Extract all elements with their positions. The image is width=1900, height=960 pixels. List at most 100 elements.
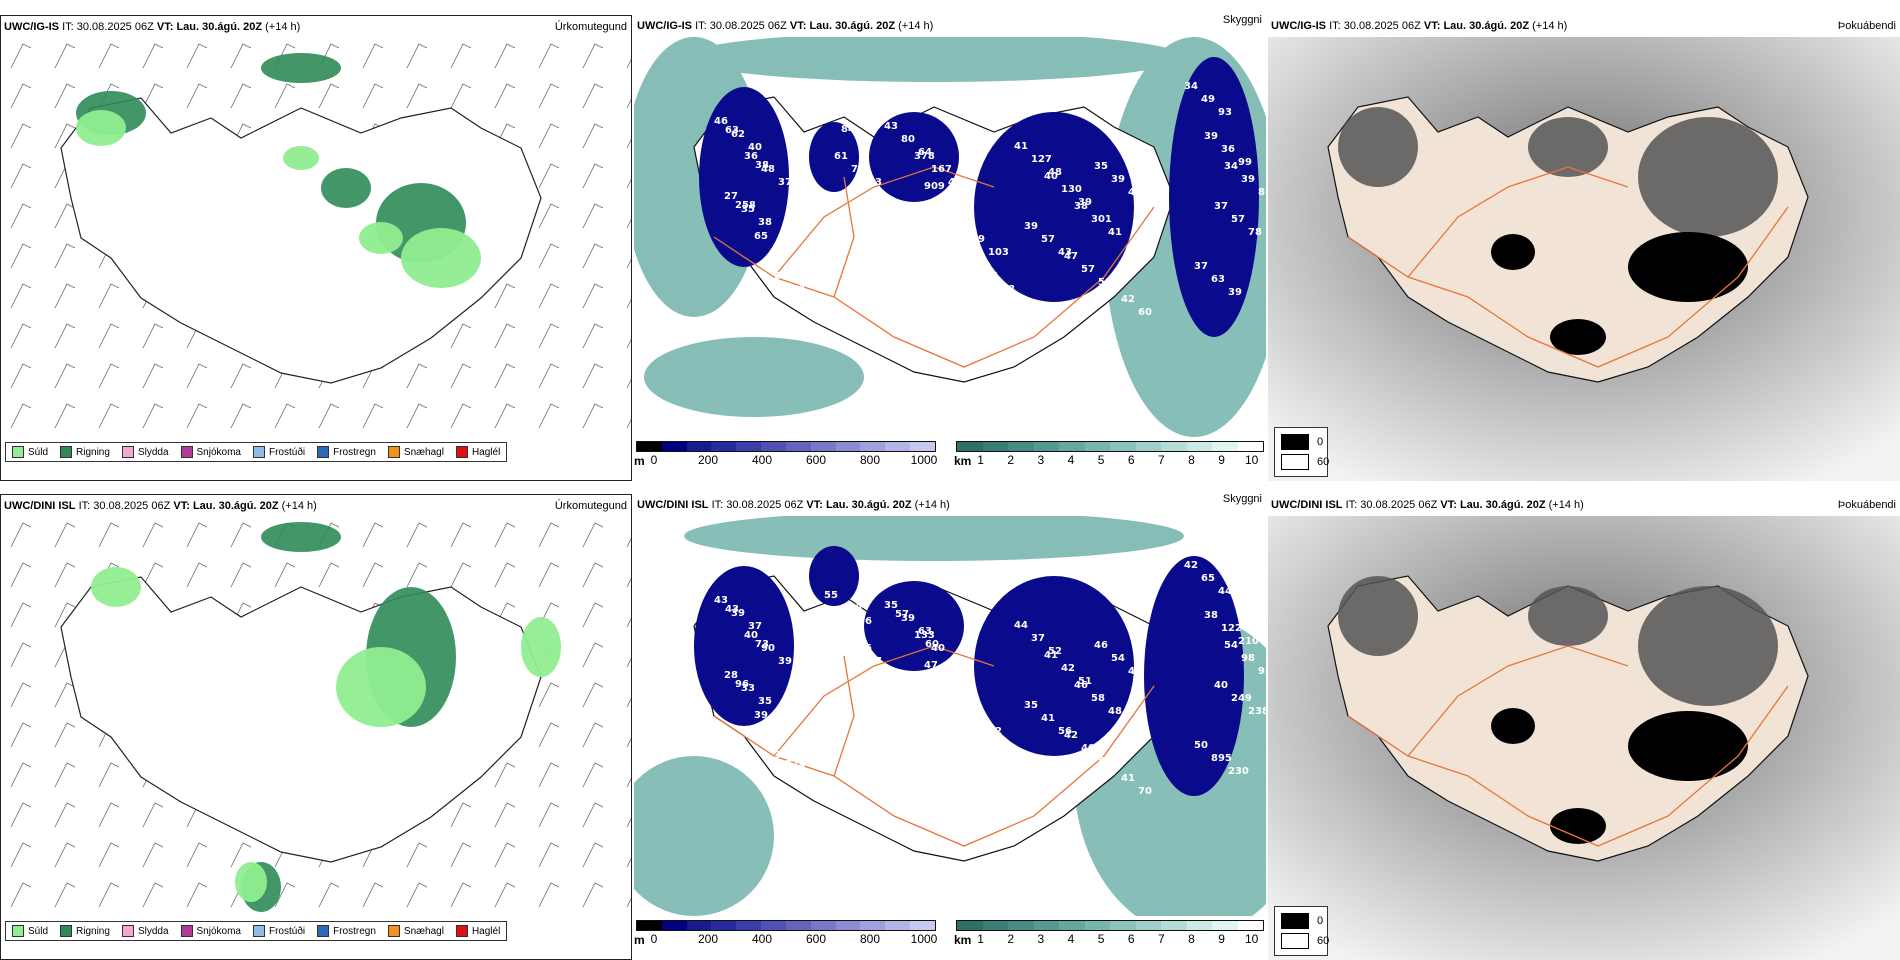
visibility-value-label: 130: [1061, 184, 1082, 195]
it-label: IT:: [62, 21, 74, 33]
colorbar-step: [1135, 921, 1161, 930]
colorbar-step: [1161, 921, 1187, 930]
colorbar-tick-label: 0: [650, 453, 658, 467]
colorbar-tick-label: 6: [1127, 932, 1135, 946]
visibility-value-label: 37: [748, 621, 762, 632]
visibility-value-label: 35: [1024, 700, 1038, 711]
visibility-value-label: 99: [1238, 157, 1252, 168]
colorbar-step: [711, 442, 737, 451]
visibility-value-label: 39: [1078, 197, 1092, 208]
fog-index-legend: 0 60: [1274, 427, 1329, 477]
visibility-value-label: 36: [1221, 144, 1235, 155]
panel-header: UWC/IG-IS IT: 30.08.2025 06Z VT: Lau. 30…: [634, 15, 1266, 37]
visibility-value-label: 62: [731, 129, 745, 140]
visibility-value-label: 33: [741, 683, 755, 694]
visibility-value-label: 44: [948, 177, 962, 188]
legend-label: Súld: [28, 925, 49, 937]
visibility-value-label: 64: [918, 147, 932, 158]
colorbar-tick-label: 400: [751, 453, 773, 467]
visibility-value-label: 40: [748, 142, 762, 153]
swatch-rigning: [60, 446, 73, 458]
visibility-value-label: 57: [1041, 234, 1055, 245]
visibility-value-label: 45: [788, 736, 802, 747]
swatch-white: [1281, 454, 1309, 470]
precip-legend-bar: Súld Rigning Slydda Snjókoma Frostúði Fr…: [1, 436, 631, 480]
colorbar-tick-label: 200: [697, 453, 719, 467]
lead-time: (+14 h): [281, 500, 317, 512]
visibility-value-label: 60: [1138, 307, 1152, 318]
colorbar-step: [810, 442, 836, 451]
legend-item: Snjókoma: [180, 925, 241, 937]
visibility-value-label: 52: [1048, 646, 1062, 657]
colorbar-meters-unit: m: [634, 454, 645, 468]
colorbar-tick-label: 5: [1097, 453, 1105, 467]
colorbar-step: [686, 921, 712, 930]
colorbar-tick-label: 1000: [910, 453, 938, 467]
legend-row: 60: [1281, 454, 1329, 470]
visibility-value-label: 97: [971, 713, 985, 724]
visibility-value-label: 44: [958, 686, 972, 697]
colorbar-step: [1059, 442, 1085, 451]
visibility-value-label: 41: [1041, 713, 1055, 724]
legend-row: 0: [1281, 913, 1323, 929]
map-visibility[interactable]: 43 40 28 39 39 35 133 47 44 41 46 35 42 46 42 38 40 50 54 5…: [634, 516, 1266, 916]
visibility-value-label: 43: [725, 604, 739, 615]
precip-type-panel-bottom: UWC/DINI ISL IT: 30.08.2025 06Z VT: Lau.…: [0, 494, 632, 960]
visibility-value-label: 57: [1231, 214, 1245, 225]
visibility-value-label: 38: [1204, 610, 1218, 621]
lead-time: (+14 h): [898, 20, 934, 32]
visibility-value-label: 70: [1138, 786, 1152, 797]
lead-time: (+14 h): [914, 499, 950, 511]
visibility-value-label: 65: [1201, 573, 1215, 584]
legend-label: Snæhagl: [403, 925, 444, 937]
vt-value: Lau. 30.ágú. 20Z: [825, 499, 912, 511]
swatch-snaehagl: [387, 446, 400, 458]
swatch-sud: [12, 446, 24, 458]
colorbar-tick-label: 1: [977, 453, 984, 467]
visibility-value-label: 46: [1094, 640, 1108, 651]
map-precip-type[interactable]: [1, 517, 631, 917]
visibility-value-label: 48: [1048, 167, 1062, 178]
colorbar-tick-label: 2: [1007, 932, 1015, 946]
visibility-value-label: 249: [1231, 693, 1252, 704]
it-value: 30.08.2025 06Z: [76, 21, 154, 33]
map-precip-type[interactable]: [1, 38, 631, 438]
visibility-value-label: 43: [1058, 247, 1072, 258]
it-value: 30.08.2025 06Z: [1343, 20, 1421, 32]
legend-item: Súld: [12, 446, 48, 458]
colorbar-tick-label: 9: [1218, 453, 1225, 467]
legend-item: Frostregn: [317, 925, 376, 937]
colorbar-step: [835, 921, 861, 930]
legend-label: Frostúði: [268, 925, 306, 937]
visibility-value-label: 39: [901, 613, 915, 624]
lead-time: (+14 h): [1548, 499, 1584, 511]
visibility-value-label: 60: [984, 750, 998, 761]
vt-label: VT:: [156, 21, 174, 33]
precip-type-legend: Súld Rigning Slydda Snjókoma Frostúði Fr…: [5, 442, 508, 462]
colorbar-tick-label: 2: [1007, 453, 1015, 467]
colorbar-step: [860, 921, 886, 930]
legend-item: Rigning: [60, 925, 110, 937]
swatch-snaehagl: [387, 925, 400, 937]
visibility-value-label: 86: [1258, 187, 1266, 198]
swatch-haglel: [455, 925, 468, 937]
map-fog-index[interactable]: [1268, 516, 1900, 960]
visibility-value-label: 36: [744, 151, 758, 162]
it-value: 30.08.2025 06Z: [726, 499, 804, 511]
map-fog-index[interactable]: [1268, 37, 1900, 481]
colorbar-tick-label: 200: [697, 932, 719, 946]
visibility-value-label: 35: [884, 600, 898, 611]
visibility-value-label: 909: [924, 181, 945, 192]
vt-label: VT:: [806, 499, 823, 511]
map-visibility[interactable]: 46 36 27 65 62 43 378 909 41 40 38 39 47 35 34 39 37 37 34…: [634, 37, 1266, 437]
vt-value: Lau. 30.ágú. 20Z: [176, 21, 263, 33]
colorbar-tick-label: 600: [805, 932, 827, 946]
colorbar-step: [661, 442, 687, 451]
visibility-value-label: 51: [1098, 277, 1112, 288]
colorbar-tick-label: 10: [1244, 453, 1259, 467]
colorbar-meters-ticks: 0 200 400 600 800 1000: [636, 931, 938, 946]
visibility-value-label: 42: [1121, 294, 1135, 305]
visibility-value-label: 63: [725, 125, 739, 136]
visibility-value-label: 54: [1111, 653, 1125, 664]
visibility-value-label: 55: [824, 590, 838, 601]
